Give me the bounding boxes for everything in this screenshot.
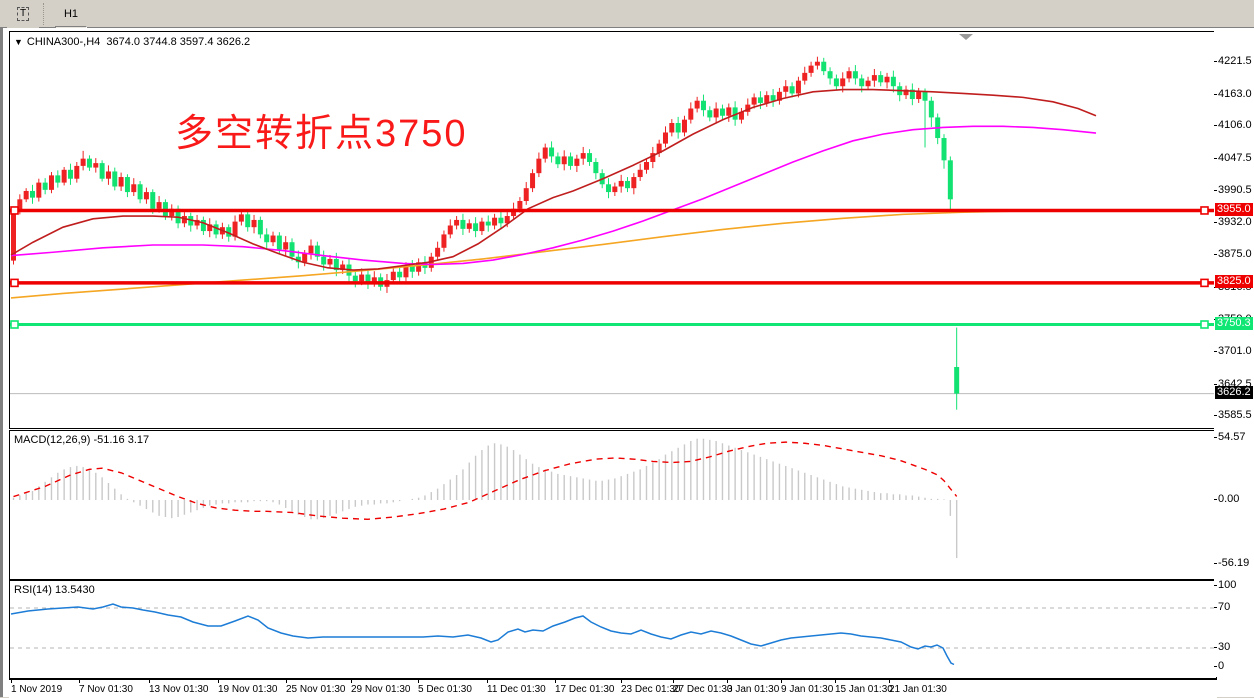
price-tick-label: 4221.5	[1218, 55, 1252, 67]
macd-chart[interactable]	[10, 431, 1216, 579]
time-tick-label: 1 Nov 2019	[11, 684, 63, 695]
macd-label: MACD(12,26,9) -51.16 3.17	[14, 434, 150, 446]
time-tick-mark	[781, 680, 782, 683]
macd-tick-label: 0.00	[1218, 493, 1240, 505]
price-tick-label: 4106.0	[1218, 119, 1252, 132]
symbol-dropdown-icon[interactable]: ▼	[14, 37, 23, 47]
time-tick-label: 25 Nov 01:30	[286, 684, 346, 695]
tick-mark	[1214, 61, 1217, 62]
toolbar-separator	[43, 2, 51, 25]
time-tick-label: 17 Dec 01:30	[555, 684, 615, 695]
price-line-badge: 3626.2	[1215, 386, 1253, 400]
time-tick-label: 11 Dec 01:30	[487, 684, 546, 695]
macd-tick-label: 54.57	[1218, 431, 1246, 444]
text-tool-icon: T	[16, 6, 30, 21]
chart-window: ▼ CHINA300-,H4 3674.0 3744.8 3597.4 3626.…	[0, 28, 1254, 698]
rsi-tick-label: 70	[1218, 601, 1231, 613]
time-axis[interactable]: 1 Nov 2019 7 Nov 01:30 13 Nov 01:30 19 Nov …	[9, 679, 1217, 698]
toolbar: AT❖▾ M1M5M15M30H1H4D1W1MN	[0, 0, 1254, 122]
time-tick-mark	[889, 680, 890, 683]
tick-mark	[1214, 415, 1217, 417]
time-tick-mark	[621, 680, 622, 683]
time-tick-label: 3 Jan 01:30	[727, 684, 780, 695]
timeframe-button-m30[interactable]: M30	[55, 0, 87, 2]
time-tick-mark	[727, 680, 728, 683]
time-tick-label: 29 Nov 01:30	[351, 684, 411, 695]
tick-mark	[1214, 647, 1217, 648]
time-tick-mark	[218, 680, 219, 683]
macd-panel[interactable]: MACD(12,26,9) -51.16 3.17	[9, 430, 1217, 580]
time-tick-label: 13 Nov 01:30	[149, 684, 209, 695]
tick-mark	[1214, 254, 1217, 256]
time-tick-mark	[835, 680, 836, 683]
price-tick-label: 3875.0	[1218, 248, 1252, 261]
time-tick-mark	[286, 680, 287, 683]
chart-title: ▼ CHINA300-,H4 3674.0 3744.8 3597.4 3626.…	[14, 36, 250, 48]
text-tool-button[interactable]: T	[7, 1, 39, 26]
time-tick-mark	[79, 680, 80, 683]
price-tick-label: 3701.0	[1218, 344, 1252, 357]
time-tick-label: 19 Nov 01:30	[218, 684, 278, 695]
time-tick-label: 21 Jan 01:30	[889, 684, 947, 695]
time-tick-mark	[418, 680, 419, 683]
tick-mark	[1214, 189, 1217, 191]
price-line-badge: 3825.0	[1215, 275, 1253, 289]
tick-mark	[1214, 666, 1217, 667]
time-tick-mark	[555, 680, 556, 683]
rsi-tick-label: 30	[1218, 641, 1231, 653]
price-tick-label: 4047.5	[1218, 151, 1252, 164]
tick-mark	[1214, 222, 1217, 224]
tick-mark	[1214, 607, 1217, 608]
price-line-badge: 3955.0	[1215, 202, 1253, 216]
tick-mark	[1214, 585, 1217, 586]
ohlc-values: 3674.0 3744.8 3597.4 3626.2	[106, 36, 251, 48]
time-tick-mark	[487, 680, 488, 683]
tick-mark	[1214, 93, 1217, 95]
tick-mark	[1214, 383, 1217, 385]
tick-mark	[1214, 437, 1217, 439]
time-tick-mark	[11, 680, 12, 683]
time-tick-mark	[673, 680, 674, 683]
time-tick-label: 27 Dec 01:30	[673, 684, 733, 695]
rsi-tick-label: 0	[1218, 660, 1225, 672]
cursor-a-button[interactable]: A	[7, 0, 39, 2]
price-tick-label: 3932.0	[1218, 216, 1252, 229]
price-tick-label: 3990.5	[1218, 183, 1252, 196]
time-tick-label: 5 Dec 01:30	[418, 684, 472, 695]
symbol-name: CHINA300-,H4	[26, 36, 101, 48]
tick-mark	[1214, 562, 1217, 564]
price-tick-label: 3585.5	[1218, 409, 1252, 422]
tick-mark	[1214, 125, 1217, 127]
price-axis[interactable]: 4221.5 4163.0 4106.0 4047.5 3990.5 3932.0 3875…	[1214, 31, 1254, 677]
candlestick-chart[interactable]	[10, 32, 1216, 428]
rsi-panel[interactable]: RSI(14) 13.5430	[9, 580, 1217, 679]
macd-tick-label: -56.19	[1218, 556, 1250, 569]
price-line-badge: 3750.3	[1215, 317, 1253, 330]
time-tick-label: 23 Dec 01:30	[621, 684, 681, 695]
tick-mark	[1214, 350, 1217, 352]
timeframe-button-h1[interactable]: H1	[55, 1, 87, 26]
time-tick-mark	[149, 680, 150, 683]
rsi-label: RSI(14) 13.5430	[14, 584, 95, 596]
time-tick-label: 7 Nov 01:30	[79, 684, 133, 695]
rsi-tick-label: 100	[1218, 579, 1237, 591]
time-tick-mark	[351, 680, 352, 683]
tick-mark	[1214, 499, 1217, 500]
price-annotation-text[interactable]: 多空转折点3750	[175, 113, 468, 155]
main-chart-panel[interactable]: ▼ CHINA300-,H4 3674.0 3744.8 3597.4 3626.…	[9, 31, 1217, 429]
time-tick-label: 9 Jan 01:30	[781, 684, 834, 695]
price-tick-label: 4163.0	[1218, 87, 1252, 100]
tick-mark	[1214, 157, 1217, 159]
time-tick-label: 15 Jan 01:30	[835, 684, 893, 695]
rsi-chart[interactable]	[10, 581, 1216, 678]
